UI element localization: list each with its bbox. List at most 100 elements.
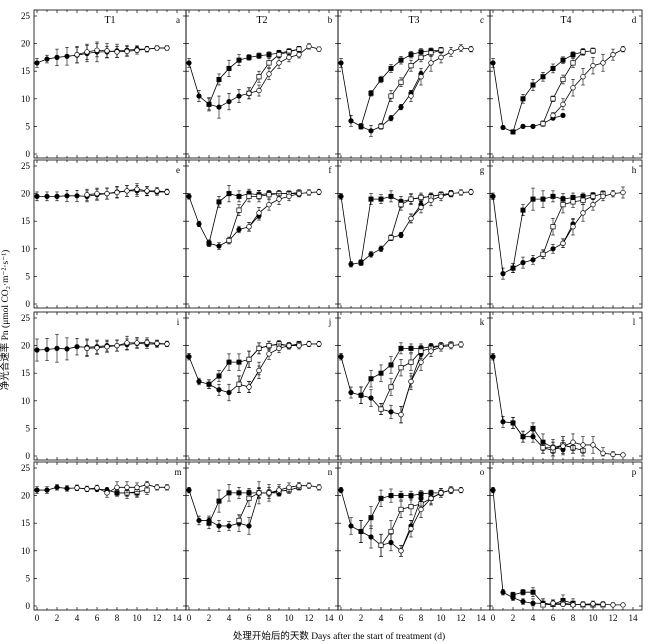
y-tick-label: 0 xyxy=(26,451,31,461)
data-point xyxy=(520,207,526,213)
panel-frame xyxy=(489,9,643,159)
data-point xyxy=(196,221,202,227)
data-point xyxy=(560,101,566,107)
data-point xyxy=(510,265,516,271)
series-open-circle xyxy=(408,44,474,102)
series-line xyxy=(208,48,300,105)
data-point xyxy=(64,485,70,492)
data-point xyxy=(114,342,120,349)
data-point xyxy=(490,354,496,360)
x-tick-label: 12 xyxy=(457,613,466,623)
panel-letter: b xyxy=(328,15,333,25)
data-point xyxy=(144,339,150,345)
series-open-square xyxy=(540,47,596,127)
panel-letter: m xyxy=(174,467,181,477)
data-point xyxy=(94,47,100,53)
data-point xyxy=(296,51,302,58)
data-point xyxy=(266,351,272,357)
panel-i: 0 5 10 15 20 25 i xyxy=(21,311,187,461)
data-point xyxy=(104,490,110,496)
data-point xyxy=(388,384,394,390)
data-point xyxy=(570,439,576,445)
data-point xyxy=(226,359,232,365)
data-point xyxy=(580,74,586,80)
data-point xyxy=(418,359,424,365)
data-point xyxy=(44,487,50,493)
data-point xyxy=(196,93,202,99)
data-point xyxy=(428,495,434,502)
data-point xyxy=(358,123,364,129)
series-open-circle xyxy=(550,433,626,458)
data-point xyxy=(540,121,546,127)
data-point xyxy=(256,87,262,94)
data-point xyxy=(206,381,212,387)
data-point xyxy=(216,373,222,379)
data-point xyxy=(266,192,272,198)
data-point xyxy=(398,202,404,208)
data-point xyxy=(44,56,50,62)
data-point xyxy=(246,224,252,230)
data-point xyxy=(378,370,384,376)
data-point xyxy=(236,359,242,365)
data-point xyxy=(358,260,364,266)
series-open-circle xyxy=(408,188,474,224)
data-point xyxy=(216,104,222,110)
data-point xyxy=(520,260,526,266)
series-line xyxy=(340,196,422,265)
series-open-circle xyxy=(246,43,322,100)
series-open-circle xyxy=(398,341,464,424)
data-point xyxy=(256,193,262,199)
data-point xyxy=(560,443,566,449)
panel-o: 0 2 4 6 8 10 12 14 o xyxy=(337,461,491,623)
data-point xyxy=(510,420,516,426)
data-point xyxy=(104,190,110,197)
data-point xyxy=(144,46,150,52)
data-point xyxy=(74,344,80,350)
data-point xyxy=(368,196,374,202)
panel-letter: e xyxy=(176,165,180,175)
data-point xyxy=(226,490,232,496)
data-point xyxy=(438,344,444,350)
data-point xyxy=(550,96,556,102)
panel-frame xyxy=(33,9,187,159)
data-point xyxy=(550,246,556,252)
data-point xyxy=(338,60,344,66)
data-point xyxy=(276,487,282,493)
data-point xyxy=(530,196,536,202)
x-tick-label: 4 xyxy=(531,613,536,623)
data-point xyxy=(570,60,576,66)
series-open-circle xyxy=(84,183,170,201)
data-point xyxy=(316,46,322,52)
data-point xyxy=(398,345,404,351)
series-open-circle xyxy=(256,482,322,502)
data-point xyxy=(388,493,394,499)
y-tick-label: 25 xyxy=(21,313,31,323)
x-tick-label: 14 xyxy=(629,613,639,623)
data-point xyxy=(500,419,506,425)
data-point xyxy=(428,197,434,203)
data-point xyxy=(164,341,170,347)
data-point xyxy=(458,45,464,51)
x-tick-label: 2 xyxy=(511,613,516,623)
data-point xyxy=(610,51,616,58)
data-point xyxy=(530,425,536,431)
panel-letter: a xyxy=(176,15,180,25)
x-tick-label: 6 xyxy=(247,613,252,623)
data-point xyxy=(378,542,384,548)
x-tick-label: 8 xyxy=(115,613,120,623)
x-axis-title: 处理开始后的天数 Days after the start of treatme… xyxy=(233,630,445,642)
data-point xyxy=(570,52,576,58)
data-point xyxy=(388,93,394,99)
data-point xyxy=(186,193,192,199)
data-point xyxy=(246,54,252,60)
data-point xyxy=(124,188,130,194)
x-tick-label: 6 xyxy=(399,613,404,623)
data-point xyxy=(348,523,354,529)
data-point xyxy=(418,194,424,201)
data-point xyxy=(124,484,130,490)
data-point xyxy=(154,340,160,347)
data-point xyxy=(206,520,212,526)
data-point xyxy=(236,93,242,99)
data-point xyxy=(428,60,434,66)
